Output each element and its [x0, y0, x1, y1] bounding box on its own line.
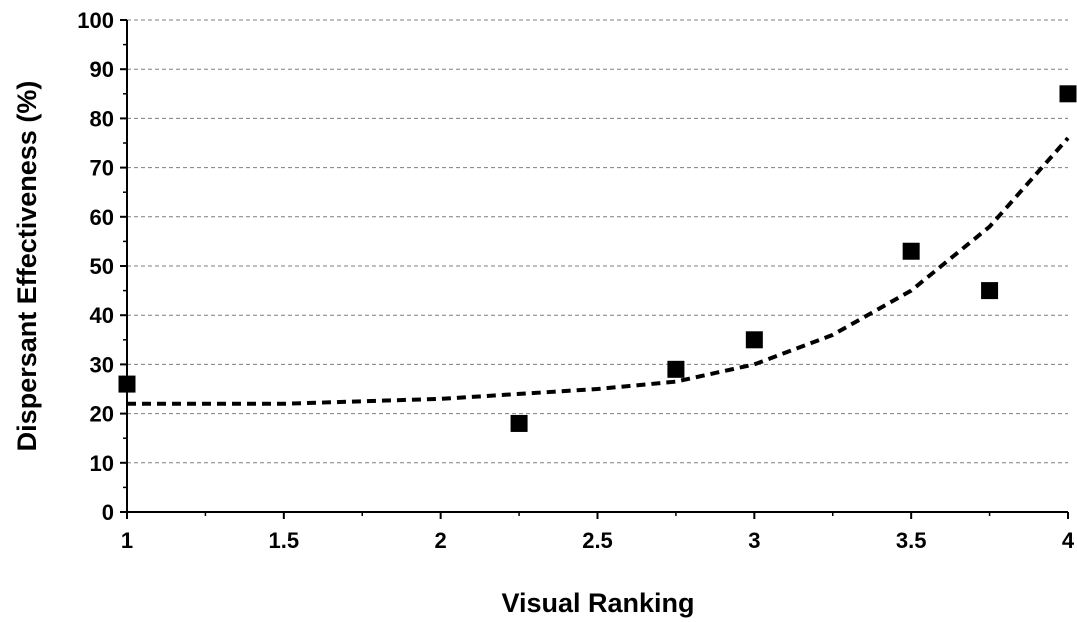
- x-axis-title: Visual Ranking: [501, 588, 694, 618]
- y-tick-label-50: 50: [90, 254, 114, 279]
- data-point-3: [667, 360, 685, 378]
- data-points: [118, 85, 1077, 432]
- y-tick-label-10: 10: [90, 451, 114, 476]
- trendline-layer: [127, 136, 1070, 406]
- tick-labels: 0 10 20 30 40 50 60 70 80 90 100 1 1.5 2 2.5 3 3.5 4: [77, 8, 1075, 553]
- data-point-2: [510, 414, 528, 432]
- gridlines: [127, 19, 1068, 464]
- y-tick-label-30: 30: [90, 352, 114, 377]
- y-tick-label-40: 40: [90, 303, 114, 328]
- x-tick-label-2: 2: [435, 528, 447, 553]
- y-tick-label-60: 60: [90, 205, 114, 230]
- x-tick-label-1: 1: [121, 528, 133, 553]
- x-tick-label-3.5: 3.5: [896, 528, 927, 553]
- y-tick-label-90: 90: [90, 57, 114, 82]
- data-point-6: [981, 282, 999, 300]
- y-tick-label-0: 0: [102, 500, 114, 525]
- data-point-7: [1059, 85, 1077, 103]
- data-point-4: [745, 331, 763, 349]
- y-tick-label-80: 80: [90, 106, 114, 131]
- x-tick-label-4: 4: [1062, 528, 1075, 553]
- x-tick-label-1.5: 1.5: [269, 528, 300, 553]
- axes: [120, 19, 1069, 519]
- y-tick-label-100: 100: [77, 8, 114, 33]
- x-tick-label-3: 3: [748, 528, 760, 553]
- data-point-5: [902, 242, 920, 260]
- data-point-1: [118, 375, 136, 393]
- y-tick-label-70: 70: [90, 156, 114, 181]
- trendline: [127, 136, 1070, 406]
- x-tick-label-2.5: 2.5: [582, 528, 613, 553]
- y-axis-title: Dispersant Effectiveness (%): [12, 81, 42, 452]
- y-tick-label-20: 20: [90, 402, 114, 427]
